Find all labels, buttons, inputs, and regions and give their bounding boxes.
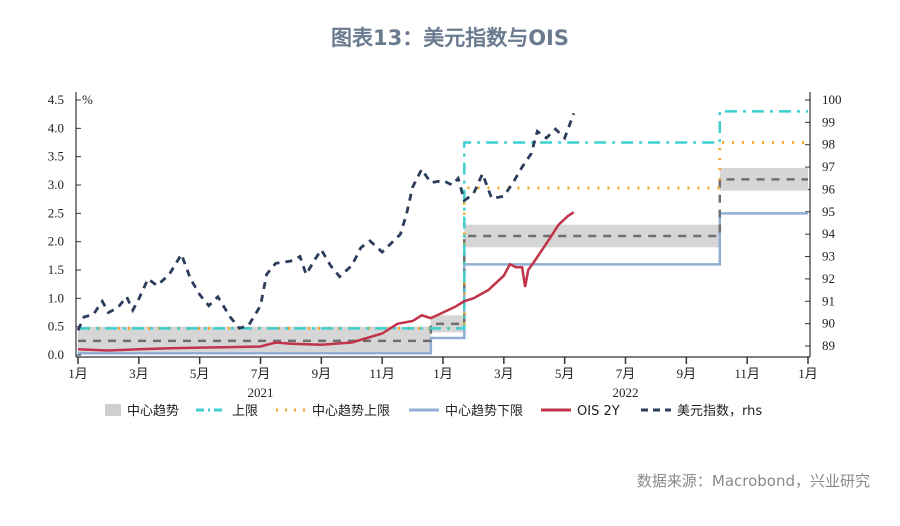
legend-label: 中心趋势	[127, 403, 179, 419]
source-note: 数据来源：Macrobond，兴业研究	[636, 472, 870, 490]
x-tick-label: 1月	[798, 366, 818, 381]
left-tick-label: 3.0	[48, 177, 64, 192]
legend-label: 美元指数，rhs	[677, 404, 762, 419]
year-label: 2021	[248, 385, 274, 400]
x-tick-label: 1月	[68, 366, 88, 381]
right-tick-label: 89	[822, 338, 835, 353]
right-tick-label: 96	[822, 181, 836, 196]
right-tick-label: 98	[822, 137, 835, 152]
right-tick-label: 95	[822, 204, 835, 219]
left-tick-label: 4.5	[48, 92, 64, 107]
year-label: 2022	[613, 385, 639, 400]
right-tick-label: 97	[822, 159, 836, 174]
x-tick-label: 7月	[251, 366, 271, 381]
left-tick-label: 2.0	[48, 234, 64, 249]
x-tick-label: 9月	[312, 366, 332, 381]
x-tick-label: 1月	[433, 366, 453, 381]
right-tick-label: 90	[822, 316, 835, 331]
x-tick-label: 7月	[616, 366, 636, 381]
legend-label: 中心趋势下限	[445, 403, 523, 419]
x-tick-label: 11月	[369, 366, 395, 381]
left-tick-label: 1.5	[48, 262, 64, 277]
left-tick-label: 0.0	[48, 347, 64, 362]
chart-title: 图表13：美元指数与OIS	[330, 26, 569, 50]
dollar-index-line	[76, 112, 576, 331]
x-tick-label: 9月	[677, 366, 697, 381]
legend-label: OIS 2Y	[577, 404, 620, 419]
left-tick-label: 0.5	[48, 319, 64, 334]
x-tick-label: 5月	[555, 366, 575, 381]
right-tick-label: 99	[822, 114, 835, 129]
ois-2y-line	[77, 211, 575, 352]
upper-limit-line	[78, 110, 808, 330]
x-tick-label: 5月	[190, 366, 210, 381]
right-tick-label: 92	[822, 271, 835, 286]
x-tick-label: 3月	[129, 366, 149, 381]
left-tick-label: 1.0	[48, 290, 64, 305]
legend-label: 中心趋势上限	[312, 403, 390, 419]
left-tick-label: 3.5	[48, 149, 64, 164]
x-tick-label: 3月	[494, 366, 514, 381]
x-tick-label: 11月	[734, 366, 760, 381]
legend-swatch-band	[105, 404, 121, 416]
right-tick-label: 100	[822, 92, 842, 107]
right-tick-label: 94	[822, 226, 836, 241]
right-tick-label: 91	[822, 293, 835, 308]
left-tick-label: 2.5	[48, 205, 64, 220]
right-tick-label: 93	[822, 249, 835, 264]
left-unit-label: %	[82, 92, 93, 107]
left-tick-label: 4.0	[48, 120, 64, 135]
legend-label: 上限	[232, 404, 258, 419]
